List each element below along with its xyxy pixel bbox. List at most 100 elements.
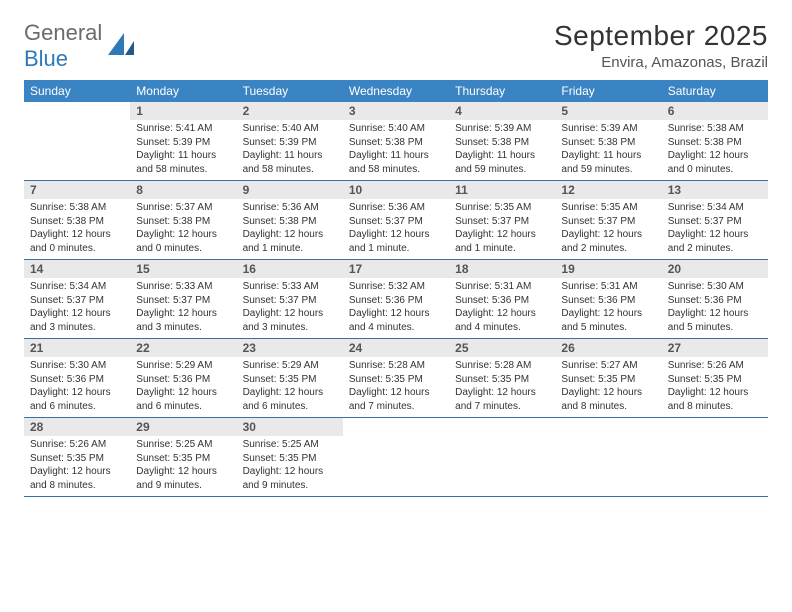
day-info: Sunrise: 5:39 AMSunset: 5:38 PMDaylight:… — [555, 120, 661, 180]
day-sunrise: Sunrise: 5:31 AM — [561, 280, 655, 294]
day-info: Sunrise: 5:29 AMSunset: 5:36 PMDaylight:… — [130, 357, 236, 417]
day-cell: 27Sunrise: 5:26 AMSunset: 5:35 PMDayligh… — [662, 339, 768, 417]
day-daylight2: and 3 minutes. — [243, 321, 337, 335]
day-sunrise: Sunrise: 5:33 AM — [243, 280, 337, 294]
day-sunset: Sunset: 5:36 PM — [455, 294, 549, 308]
day-cell: 1Sunrise: 5:41 AMSunset: 5:39 PMDaylight… — [130, 102, 236, 180]
day-sunset: Sunset: 5:38 PM — [243, 215, 337, 229]
day-info: Sunrise: 5:38 AMSunset: 5:38 PMDaylight:… — [662, 120, 768, 180]
day-sunset: Sunset: 5:37 PM — [349, 215, 443, 229]
day-daylight2: and 0 minutes. — [668, 163, 762, 177]
day-daylight1: Daylight: 12 hours — [561, 228, 655, 242]
day-sunrise: Sunrise: 5:32 AM — [349, 280, 443, 294]
day-sunrise: Sunrise: 5:34 AM — [30, 280, 124, 294]
day-number: 21 — [24, 339, 130, 357]
day-sunrise: Sunrise: 5:30 AM — [668, 280, 762, 294]
week-row: 1Sunrise: 5:41 AMSunset: 5:39 PMDaylight… — [24, 102, 768, 181]
day-cell: 29Sunrise: 5:25 AMSunset: 5:35 PMDayligh… — [130, 418, 236, 496]
day-info: Sunrise: 5:30 AMSunset: 5:36 PMDaylight:… — [24, 357, 130, 417]
location-text: Envira, Amazonas, Brazil — [554, 54, 768, 71]
dow-friday: Friday — [555, 80, 661, 102]
day-sunrise: Sunrise: 5:30 AM — [30, 359, 124, 373]
day-daylight1: Daylight: 12 hours — [243, 465, 337, 479]
week-row: 14Sunrise: 5:34 AMSunset: 5:37 PMDayligh… — [24, 260, 768, 339]
day-sunrise: Sunrise: 5:36 AM — [243, 201, 337, 215]
day-number: 19 — [555, 260, 661, 278]
day-sunrise: Sunrise: 5:36 AM — [349, 201, 443, 215]
day-sunset: Sunset: 5:38 PM — [349, 136, 443, 150]
day-info: Sunrise: 5:37 AMSunset: 5:38 PMDaylight:… — [130, 199, 236, 259]
day-info: Sunrise: 5:38 AMSunset: 5:38 PMDaylight:… — [24, 199, 130, 259]
day-empty — [449, 418, 555, 436]
day-daylight2: and 3 minutes. — [30, 321, 124, 335]
day-cell: 23Sunrise: 5:29 AMSunset: 5:35 PMDayligh… — [237, 339, 343, 417]
day-cell: 16Sunrise: 5:33 AMSunset: 5:37 PMDayligh… — [237, 260, 343, 338]
day-daylight2: and 5 minutes. — [561, 321, 655, 335]
day-sunset: Sunset: 5:38 PM — [668, 136, 762, 150]
day-daylight2: and 2 minutes. — [668, 242, 762, 256]
day-daylight1: Daylight: 12 hours — [349, 386, 443, 400]
day-daylight1: Daylight: 12 hours — [243, 386, 337, 400]
day-sunrise: Sunrise: 5:40 AM — [349, 122, 443, 136]
month-title: September 2025 — [554, 20, 768, 52]
day-cell — [555, 418, 661, 496]
dow-header-row: Sunday Monday Tuesday Wednesday Thursday… — [24, 80, 768, 102]
day-daylight2: and 1 minute. — [243, 242, 337, 256]
dow-tuesday: Tuesday — [237, 80, 343, 102]
day-sunrise: Sunrise: 5:39 AM — [455, 122, 549, 136]
day-daylight2: and 0 minutes. — [136, 242, 230, 256]
day-info: Sunrise: 5:34 AMSunset: 5:37 PMDaylight:… — [24, 278, 130, 338]
day-sunset: Sunset: 5:35 PM — [349, 373, 443, 387]
day-sunset: Sunset: 5:37 PM — [668, 215, 762, 229]
day-cell: 15Sunrise: 5:33 AMSunset: 5:37 PMDayligh… — [130, 260, 236, 338]
day-cell: 14Sunrise: 5:34 AMSunset: 5:37 PMDayligh… — [24, 260, 130, 338]
day-cell — [24, 102, 130, 180]
day-empty — [24, 102, 130, 120]
day-sunset: Sunset: 5:38 PM — [136, 215, 230, 229]
day-sunrise: Sunrise: 5:35 AM — [561, 201, 655, 215]
day-sunrise: Sunrise: 5:28 AM — [455, 359, 549, 373]
day-number: 10 — [343, 181, 449, 199]
day-daylight2: and 1 minute. — [455, 242, 549, 256]
day-sunset: Sunset: 5:36 PM — [561, 294, 655, 308]
day-number: 30 — [237, 418, 343, 436]
day-sunset: Sunset: 5:39 PM — [136, 136, 230, 150]
day-sunset: Sunset: 5:38 PM — [30, 215, 124, 229]
day-info: Sunrise: 5:28 AMSunset: 5:35 PMDaylight:… — [449, 357, 555, 417]
day-number: 6 — [662, 102, 768, 120]
day-daylight2: and 58 minutes. — [243, 163, 337, 177]
day-sunrise: Sunrise: 5:31 AM — [455, 280, 549, 294]
day-sunset: Sunset: 5:37 PM — [136, 294, 230, 308]
day-info: Sunrise: 5:26 AMSunset: 5:35 PMDaylight:… — [662, 357, 768, 417]
day-number: 9 — [237, 181, 343, 199]
day-number: 14 — [24, 260, 130, 278]
day-daylight2: and 9 minutes. — [243, 479, 337, 493]
day-info: Sunrise: 5:40 AMSunset: 5:39 PMDaylight:… — [237, 120, 343, 180]
brand-sail-icon — [106, 31, 136, 62]
day-number: 8 — [130, 181, 236, 199]
day-cell: 3Sunrise: 5:40 AMSunset: 5:38 PMDaylight… — [343, 102, 449, 180]
day-info: Sunrise: 5:29 AMSunset: 5:35 PMDaylight:… — [237, 357, 343, 417]
day-info: Sunrise: 5:35 AMSunset: 5:37 PMDaylight:… — [555, 199, 661, 259]
day-empty — [662, 418, 768, 436]
day-sunrise: Sunrise: 5:38 AM — [30, 201, 124, 215]
day-daylight1: Daylight: 12 hours — [136, 307, 230, 321]
day-sunrise: Sunrise: 5:41 AM — [136, 122, 230, 136]
day-daylight1: Daylight: 12 hours — [668, 307, 762, 321]
day-cell: 6Sunrise: 5:38 AMSunset: 5:38 PMDaylight… — [662, 102, 768, 180]
day-info: Sunrise: 5:25 AMSunset: 5:35 PMDaylight:… — [130, 436, 236, 496]
day-daylight1: Daylight: 12 hours — [243, 228, 337, 242]
day-daylight2: and 8 minutes. — [30, 479, 124, 493]
day-sunrise: Sunrise: 5:40 AM — [243, 122, 337, 136]
title-block: September 2025 Envira, Amazonas, Brazil — [554, 20, 768, 71]
day-sunrise: Sunrise: 5:26 AM — [668, 359, 762, 373]
day-sunset: Sunset: 5:35 PM — [243, 373, 337, 387]
day-number: 20 — [662, 260, 768, 278]
day-sunset: Sunset: 5:35 PM — [30, 452, 124, 466]
day-info: Sunrise: 5:25 AMSunset: 5:35 PMDaylight:… — [237, 436, 343, 496]
day-cell: 24Sunrise: 5:28 AMSunset: 5:35 PMDayligh… — [343, 339, 449, 417]
day-sunrise: Sunrise: 5:29 AM — [136, 359, 230, 373]
day-daylight1: Daylight: 12 hours — [349, 307, 443, 321]
day-cell: 9 Sunrise: 5:36 AMSunset: 5:38 PMDaylight… — [237, 181, 343, 259]
day-info: Sunrise: 5:33 AMSunset: 5:37 PMDaylight:… — [237, 278, 343, 338]
